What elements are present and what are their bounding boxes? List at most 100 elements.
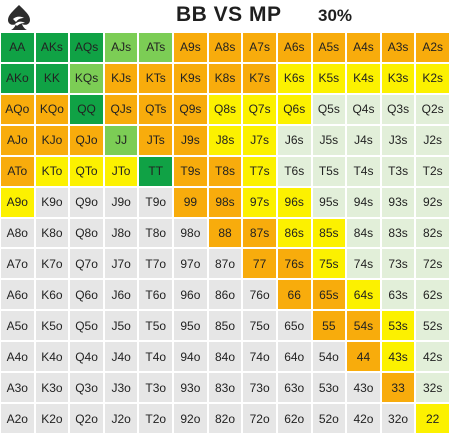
- hand-cell-54s: 54s: [347, 311, 380, 341]
- hand-cell-AQo: AQo: [1, 94, 34, 124]
- hand-cell-TT: TT: [139, 156, 173, 186]
- hand-cell-73s: 73s: [381, 249, 415, 279]
- hand-cell-A6s: A6s: [277, 33, 311, 62]
- hand-cell-97s: 97s: [243, 187, 276, 217]
- hand-cell-A7o: A7o: [1, 249, 34, 279]
- hand-cell-JTs: JTs: [139, 125, 173, 155]
- hand-cell-75o: 75o: [243, 311, 276, 341]
- hand-cell-QQ: QQ: [70, 94, 103, 124]
- hand-cell-AJo: AJo: [1, 125, 34, 155]
- hand-cell-95s: 95s: [312, 187, 346, 217]
- hand-cell-54o: 54o: [312, 342, 346, 372]
- hand-cell-J3s: J3s: [381, 125, 415, 155]
- hand-cell-K8s: K8s: [208, 63, 242, 93]
- hand-cell-A4s: A4s: [347, 33, 380, 62]
- hand-cell-KTs: KTs: [139, 63, 173, 93]
- hand-cell-98s: 98s: [208, 187, 242, 217]
- hand-cell-QTs: QTs: [139, 94, 173, 124]
- hand-cell-A4o: A4o: [1, 342, 34, 372]
- spade-logo-icon: [8, 5, 30, 30]
- hand-cell-42o: 42o: [347, 404, 380, 433]
- hand-cell-T9o: T9o: [139, 187, 173, 217]
- hand-cell-22: 22: [416, 404, 449, 433]
- hand-cell-J2s: J2s: [416, 125, 449, 155]
- hand-cell-J2o: J2o: [104, 404, 138, 433]
- hand-cell-74o: 74o: [243, 342, 276, 372]
- hand-cell-75s: 75s: [312, 249, 346, 279]
- hand-cell-J6o: J6o: [104, 280, 138, 310]
- hand-cell-A5o: A5o: [1, 311, 34, 341]
- hand-cell-72o: 72o: [243, 404, 276, 433]
- hand-cell-33: 33: [381, 373, 415, 403]
- hand-cell-Q3o: Q3o: [70, 373, 103, 403]
- hand-cell-85o: 85o: [208, 311, 242, 341]
- hand-cell-T8s: T8s: [208, 156, 242, 186]
- hand-cell-93s: 93s: [381, 187, 415, 217]
- hand-cell-QJs: QJs: [104, 94, 138, 124]
- hand-cell-43o: 43o: [347, 373, 380, 403]
- hand-cell-AKo: AKo: [1, 63, 34, 93]
- hand-cell-87s: 87s: [243, 218, 276, 248]
- hand-cell-A2o: A2o: [1, 404, 34, 433]
- hand-cell-73o: 73o: [243, 373, 276, 403]
- hand-cell-K5s: K5s: [312, 63, 346, 93]
- hand-cell-T7s: T7s: [243, 156, 276, 186]
- hand-cell-T3s: T3s: [381, 156, 415, 186]
- hand-cell-KK: KK: [35, 63, 69, 93]
- hand-cell-A9o: A9o: [1, 187, 34, 217]
- hand-cell-62o: 62o: [277, 404, 311, 433]
- hand-cell-32o: 32o: [381, 404, 415, 433]
- hand-cell-KQs: KQs: [70, 63, 103, 93]
- hand-cell-T4s: T4s: [347, 156, 380, 186]
- hand-cell-84s: 84s: [347, 218, 380, 248]
- hand-cell-K7o: K7o: [35, 249, 69, 279]
- hand-cell-J7o: J7o: [104, 249, 138, 279]
- hand-cell-A2s: A2s: [416, 33, 449, 62]
- hand-cell-T5s: T5s: [312, 156, 346, 186]
- hand-cell-J5s: J5s: [312, 125, 346, 155]
- hand-cell-88: 88: [208, 218, 242, 248]
- hand-cell-K6s: K6s: [277, 63, 311, 93]
- hand-cell-J9o: J9o: [104, 187, 138, 217]
- hand-cell-62s: 62s: [416, 280, 449, 310]
- hand-cell-72s: 72s: [416, 249, 449, 279]
- hand-cell-A5s: A5s: [312, 33, 346, 62]
- hand-cell-74s: 74s: [347, 249, 380, 279]
- hand-cell-95o: 95o: [174, 311, 207, 341]
- hand-cell-86s: 86s: [277, 218, 311, 248]
- hand-cell-52o: 52o: [312, 404, 346, 433]
- hand-cell-55: 55: [312, 311, 346, 341]
- hand-cell-J8o: J8o: [104, 218, 138, 248]
- hand-cell-63s: 63s: [381, 280, 415, 310]
- hand-cell-T6o: T6o: [139, 280, 173, 310]
- hand-cell-93o: 93o: [174, 373, 207, 403]
- hand-cell-64s: 64s: [347, 280, 380, 310]
- hand-cell-94s: 94s: [347, 187, 380, 217]
- range-percent: 30%: [318, 6, 353, 25]
- hand-cell-Q6s: Q6s: [277, 94, 311, 124]
- hand-cell-Q3s: Q3s: [381, 94, 415, 124]
- hand-cell-92o: 92o: [174, 404, 207, 433]
- hand-cell-Q5s: Q5s: [312, 94, 346, 124]
- hand-range-grid: AA AKs AQs AJs ATs A9s A8s A7s A6s A5s A4s A3s A2s AK…: [1, 33, 449, 433]
- hand-cell-Q9s: Q9s: [174, 94, 207, 124]
- hand-cell-T5o: T5o: [139, 311, 173, 341]
- hand-cell-Q8o: Q8o: [70, 218, 103, 248]
- hand-cell-52s: 52s: [416, 311, 449, 341]
- hand-cell-AQs: AQs: [70, 33, 103, 62]
- hand-cell-J4s: J4s: [347, 125, 380, 155]
- hand-cell-T2s: T2s: [416, 156, 449, 186]
- hand-cell-KJs: KJs: [104, 63, 138, 93]
- hand-cell-94o: 94o: [174, 342, 207, 372]
- hand-cell-87o: 87o: [208, 249, 242, 279]
- hand-cell-K9o: K9o: [35, 187, 69, 217]
- hand-cell-K4s: K4s: [347, 63, 380, 93]
- hand-cell-T2o: T2o: [139, 404, 173, 433]
- hand-cell-J9s: J9s: [174, 125, 207, 155]
- hand-cell-T9s: T9s: [174, 156, 207, 186]
- hand-cell-96o: 96o: [174, 280, 207, 310]
- hand-cell-A8s: A8s: [208, 33, 242, 62]
- hand-cell-86o: 86o: [208, 280, 242, 310]
- header: BB VS MP 30%: [0, 0, 451, 33]
- hand-cell-A7s: A7s: [243, 33, 276, 62]
